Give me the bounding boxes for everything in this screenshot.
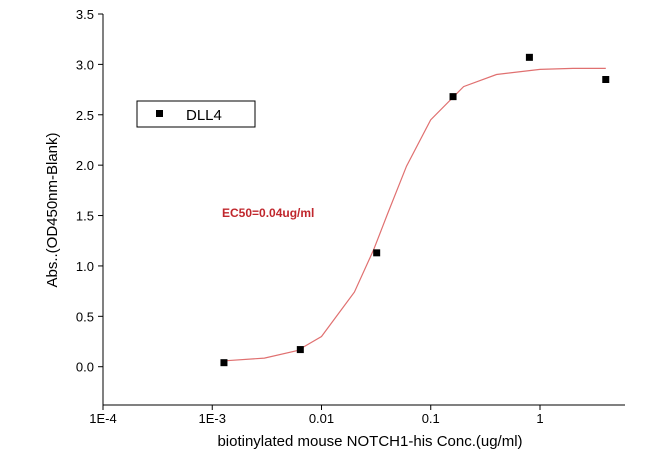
legend-marker	[156, 110, 163, 117]
x-tick-label: 0.1	[422, 411, 440, 426]
x-tick-label: 1E-4	[89, 411, 116, 426]
annotation: EC50=0.04ug/ml	[222, 206, 314, 220]
x-tick-label: 0.01	[309, 411, 334, 426]
y-tick-label: 0.5	[76, 309, 94, 324]
y-tick-label: 1.0	[76, 259, 94, 274]
y-tick-label: 2.0	[76, 158, 94, 173]
data-point	[525, 53, 533, 61]
x-tick-label: 1	[536, 411, 543, 426]
y-tick-label: 3.5	[76, 7, 94, 22]
y-tick-label: 2.5	[76, 108, 94, 123]
data-point	[296, 346, 304, 354]
x-axis-title: biotinylated mouse NOTCH1-his Conc.(ug/m…	[217, 433, 522, 450]
legend-label: DLL4	[186, 107, 222, 124]
y-tick-label: 3.0	[76, 57, 94, 72]
y-tick-label: 0.0	[76, 360, 94, 375]
y-tick-label: 1.5	[76, 209, 94, 224]
data-point	[449, 93, 457, 101]
data-point	[373, 249, 381, 257]
data-point	[220, 359, 228, 367]
data-point	[602, 76, 610, 84]
y-axis-title: Abs..(OD450nm-Blank)	[44, 132, 61, 287]
x-tick-label: 1E-3	[199, 411, 226, 426]
